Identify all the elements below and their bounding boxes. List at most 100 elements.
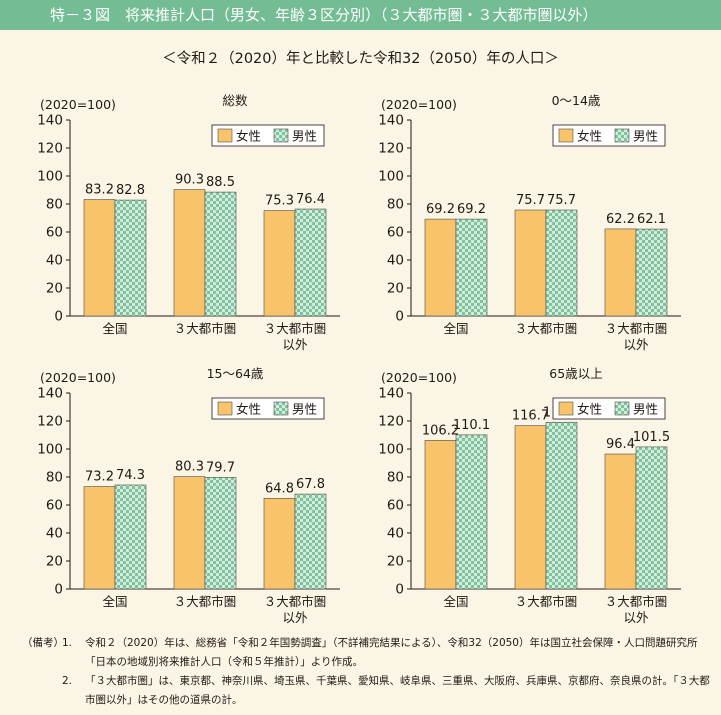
legend-label-male: 男性 bbox=[633, 129, 658, 144]
y-tick-label: 60 bbox=[387, 498, 404, 514]
y-tick-label: 140 bbox=[37, 386, 63, 402]
note-text-1: 令和２（2020）年は、総務省「令和２年国勢調査」（不詳補完結果による）、令和3… bbox=[85, 637, 698, 668]
data-label: 82.8 bbox=[116, 183, 145, 198]
bar-female bbox=[83, 486, 116, 590]
bar-female bbox=[604, 453, 637, 590]
legend-label-female: 女性 bbox=[577, 402, 602, 417]
legend: 女性 男性 bbox=[552, 124, 666, 147]
figure-subtitle: ＜令和２（2020）年と比較した令和32（2050）年の人口＞ bbox=[162, 51, 559, 67]
y-tick-label: 20 bbox=[46, 281, 63, 297]
y-tick-label: 80 bbox=[387, 197, 404, 213]
bar-male bbox=[204, 191, 237, 317]
bar-female bbox=[514, 209, 547, 317]
y-tick-label: 20 bbox=[46, 554, 63, 570]
x-tick-label: ３大都市圏 bbox=[174, 594, 237, 609]
data-label: 106.2 bbox=[422, 423, 459, 438]
data-label: 88.5 bbox=[206, 175, 235, 190]
bar-male bbox=[114, 484, 147, 590]
data-label: 62.2 bbox=[606, 212, 635, 227]
bar-female bbox=[263, 497, 296, 590]
y-tick-label: 40 bbox=[46, 253, 63, 269]
y-tick-label: 80 bbox=[46, 197, 63, 213]
legend-box bbox=[211, 124, 325, 147]
legend-swatch-female bbox=[217, 401, 233, 416]
notes-section: （備考） 1. 令和２（2020）年は、総務省「令和２年国勢調査」（不詳補完結果… bbox=[22, 634, 712, 710]
note-number-2: 2. bbox=[62, 675, 73, 687]
legend: 女性 男性 bbox=[552, 397, 666, 420]
x-tick-label: 全国 bbox=[443, 594, 468, 609]
data-label: 101.5 bbox=[633, 430, 670, 445]
legend: 女性 男性 bbox=[211, 124, 325, 147]
chart-title: 0～14歳 bbox=[552, 93, 601, 108]
y-tick-label: 80 bbox=[387, 470, 404, 486]
bar-female bbox=[424, 440, 457, 590]
legend-label-male: 男性 bbox=[292, 402, 317, 417]
data-label: 75.7 bbox=[547, 193, 576, 208]
data-label: 74.3 bbox=[116, 468, 145, 483]
y-tick-label: 20 bbox=[387, 281, 404, 297]
note-text-2: 「３大都市圏」は、東京都、神奈川県、埼玉県、千葉県、愛知県、岐阜県、三重県、大阪… bbox=[85, 675, 710, 706]
figure-title: 特－３図 将来推計人口（男女、年齢３区分別）（３大都市圏・３大都市圏以外） bbox=[0, 0, 721, 30]
legend: 女性 男性 bbox=[211, 397, 325, 420]
y-tick-label: 60 bbox=[46, 225, 63, 241]
y-tick-label: 40 bbox=[46, 526, 63, 542]
bar-male bbox=[114, 199, 147, 317]
y-tick-label: 140 bbox=[378, 386, 404, 402]
bar-female bbox=[83, 199, 116, 317]
y-tick-label: 120 bbox=[378, 141, 404, 157]
bar-female bbox=[263, 210, 296, 317]
data-label: 69.2 bbox=[457, 202, 486, 217]
bar-female bbox=[173, 189, 206, 317]
y-tick-label: 40 bbox=[387, 253, 404, 269]
y-tick-label: 0 bbox=[54, 582, 63, 598]
legend-label-female: 女性 bbox=[236, 129, 261, 144]
y-tick-label: 120 bbox=[378, 414, 404, 430]
y-tick-label: 0 bbox=[395, 309, 404, 325]
legend-box bbox=[211, 397, 325, 420]
x-tick-label: 全国 bbox=[102, 321, 127, 336]
y-axis-label: (2020=100) bbox=[381, 370, 457, 385]
notes-label: （備考） bbox=[22, 637, 64, 649]
bar-male bbox=[635, 228, 668, 317]
data-label: 73.2 bbox=[85, 470, 114, 485]
x-tick-label: ３大都市圏以外 bbox=[264, 594, 327, 625]
data-label: 80.3 bbox=[175, 460, 204, 475]
data-label: 90.3 bbox=[175, 173, 204, 188]
chart-panel-2: 0 20 40 60 80 100 120 140(2020=100) 0～14歳 69.2 69.… bbox=[378, 93, 681, 352]
bar-female bbox=[173, 476, 206, 590]
bar-female bbox=[604, 228, 637, 317]
data-label: 110.1 bbox=[453, 418, 490, 433]
y-tick-label: 60 bbox=[46, 498, 63, 514]
bar-female bbox=[514, 425, 547, 590]
y-tick-label: 20 bbox=[387, 554, 404, 570]
y-tick-label: 100 bbox=[37, 442, 63, 458]
note-number-1: 1. bbox=[62, 637, 73, 649]
legend-label-female: 女性 bbox=[577, 129, 602, 144]
y-axis-label: (2020=100) bbox=[40, 370, 116, 385]
x-tick-label: ３大都市圏以外 bbox=[264, 321, 327, 352]
data-label: 69.2 bbox=[426, 202, 455, 217]
y-tick-label: 60 bbox=[387, 225, 404, 241]
y-tick-label: 100 bbox=[378, 442, 404, 458]
data-label: 116.7 bbox=[512, 409, 549, 424]
note-item-1: （備考） 1. 令和２（2020）年は、総務省「令和２年国勢調査」（不詳補完結果… bbox=[22, 634, 712, 672]
x-tick-label: ３大都市圏 bbox=[174, 321, 237, 336]
y-tick-label: 140 bbox=[37, 113, 63, 129]
data-label: 96.4 bbox=[606, 437, 635, 452]
chart-panel-3: 0 20 40 60 80 100 120 140(2020=100) 15～64歳 73.2 74… bbox=[37, 366, 340, 625]
legend-label-female: 女性 bbox=[236, 402, 261, 417]
legend-label-male: 男性 bbox=[633, 402, 658, 417]
bar-male bbox=[545, 421, 578, 590]
bar-male bbox=[455, 434, 488, 590]
bar-male bbox=[204, 477, 237, 590]
y-tick-label: 100 bbox=[378, 169, 404, 185]
y-tick-label: 40 bbox=[387, 526, 404, 542]
data-label: 75.7 bbox=[516, 193, 545, 208]
chart-title: 65歳以上 bbox=[549, 366, 602, 381]
legend-swatch-female bbox=[558, 128, 574, 143]
legend-box bbox=[552, 124, 666, 147]
x-tick-label: 全国 bbox=[443, 321, 468, 336]
data-label: 62.1 bbox=[637, 212, 666, 227]
